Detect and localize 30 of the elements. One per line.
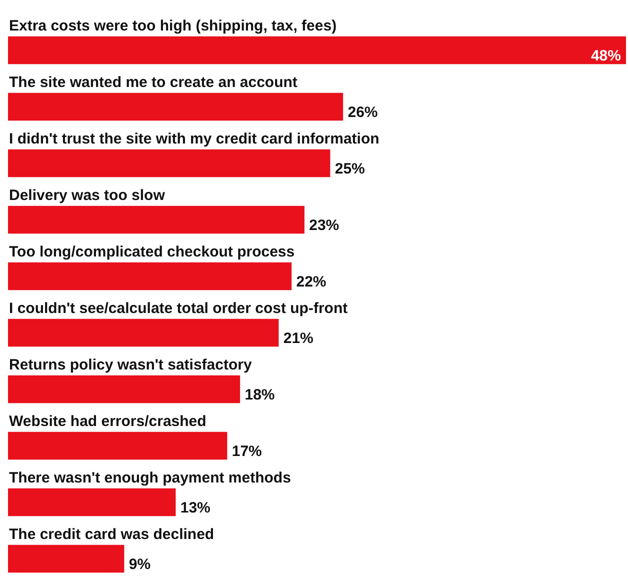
bar <box>8 544 124 573</box>
data-label: 22% <box>296 273 326 290</box>
y-tick-label: Too long/complicated checkout process <box>9 243 295 260</box>
bar <box>8 262 292 290</box>
data-label: 25% <box>334 160 365 178</box>
y-tick-label: Extra costs were too high (shipping, tax, fees) <box>9 17 337 34</box>
data-label: 23% <box>309 216 340 234</box>
y-tick-label: There wasn't enough payment methods <box>9 469 291 486</box>
bar <box>8 92 344 121</box>
data-label: 13% <box>180 499 210 516</box>
y-tick-label: I couldn't see/calculate total order cost up-front <box>9 300 348 317</box>
bar <box>8 375 240 404</box>
bar <box>8 432 228 460</box>
y-tick-label: The site wanted me to create an account <box>9 74 298 91</box>
y-tick-label: I didn't trust the site with my credit card information <box>9 130 380 148</box>
y-tick-label: Delivery was too slow <box>9 186 166 204</box>
bar <box>8 488 176 516</box>
y-tick-label: Returns policy wasn't satisfactory <box>9 356 252 374</box>
data-label: 18% <box>244 386 275 404</box>
bar <box>8 36 626 64</box>
bar <box>8 149 330 178</box>
data-label: 48% <box>590 47 621 64</box>
bar <box>8 318 279 347</box>
data-label: 26% <box>348 104 378 121</box>
data-label: 17% <box>232 442 262 460</box>
data-label: 9% <box>128 556 151 573</box>
data-label: 21% <box>283 330 314 347</box>
y-tick-label: Website had errors/crashed <box>9 412 206 430</box>
bar <box>8 206 304 234</box>
y-tick-label: The credit card was declined <box>9 526 214 543</box>
